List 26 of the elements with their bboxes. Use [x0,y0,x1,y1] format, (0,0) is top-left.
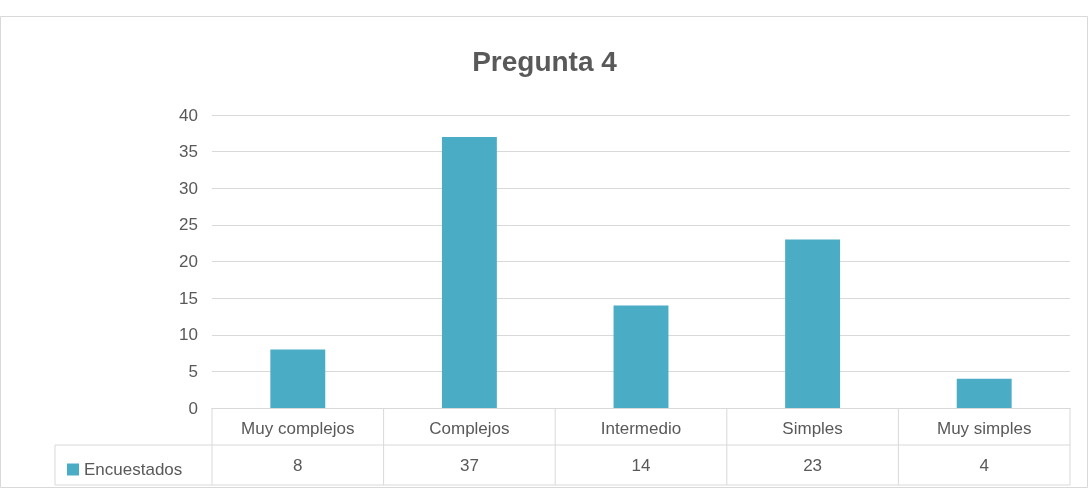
bar [270,349,326,408]
y-tick-label: 15 [179,288,198,308]
y-tick-label: 0 [188,398,198,418]
legend-label: Encuestados [84,460,183,479]
y-tick-label: 5 [188,361,198,381]
y-tick-label: 40 [179,105,198,125]
x-tick-label: Complejos [429,419,510,438]
data-label: 37 [459,455,479,475]
y-tick-label: 35 [179,142,198,162]
y-tick-label: 30 [179,178,198,198]
data-label: 4 [979,455,989,475]
bar [613,305,669,408]
bar [785,239,841,408]
data-label: 8 [293,455,303,475]
bar [956,378,1012,408]
x-tick-label: Muy simples [936,419,1032,438]
x-tick-label: Intermedio [600,419,682,438]
chart-title: Pregunta 4 [472,45,618,77]
y-tick-label: 20 [179,252,198,271]
data-label: 14 [631,455,651,475]
x-tick-label: Muy complejos [241,419,355,438]
x-tick-label: Simples [782,419,843,438]
y-tick-label: 10 [179,325,198,345]
bar [441,136,497,408]
y-tick-label: 25 [179,215,198,235]
data-label: 23 [803,455,823,475]
